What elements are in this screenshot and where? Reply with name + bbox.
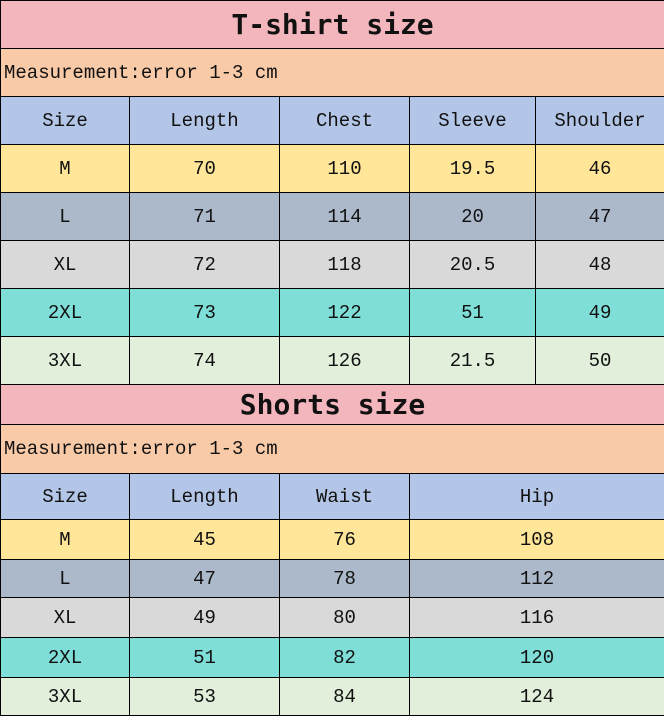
table-cell: L bbox=[1, 193, 130, 241]
table-cell: 50 bbox=[536, 337, 664, 385]
table-cell: 2XL bbox=[1, 638, 130, 678]
table-cell: M bbox=[1, 145, 130, 193]
column-header: Waist bbox=[280, 474, 410, 520]
table-cell: XL bbox=[1, 241, 130, 289]
tshirt-note: Measurement:error 1-3 cm bbox=[1, 49, 664, 97]
table-cell: 48 bbox=[536, 241, 664, 289]
column-header: Shoulder bbox=[536, 97, 664, 145]
table-cell: 70 bbox=[130, 145, 280, 193]
table-cell: 71 bbox=[130, 193, 280, 241]
table-cell: 3XL bbox=[1, 337, 130, 385]
table-cell: 82 bbox=[280, 638, 410, 678]
table-cell: 73 bbox=[130, 289, 280, 337]
table-cell: 116 bbox=[410, 598, 664, 638]
table-cell: 21.5 bbox=[410, 337, 536, 385]
table-cell: XL bbox=[1, 598, 130, 638]
table-cell: 46 bbox=[536, 145, 664, 193]
table-cell: 45 bbox=[130, 520, 280, 560]
table-cell: 122 bbox=[280, 289, 410, 337]
table-cell: 47 bbox=[130, 560, 280, 598]
table-cell: 49 bbox=[130, 598, 280, 638]
table-cell: 78 bbox=[280, 560, 410, 598]
table-cell: L bbox=[1, 560, 130, 598]
table-cell: 74 bbox=[130, 337, 280, 385]
table-cell: 120 bbox=[410, 638, 664, 678]
table-cell: 20 bbox=[410, 193, 536, 241]
table-cell: 19.5 bbox=[410, 145, 536, 193]
shorts-size-table: Shorts size Measurement:error 1-3 cm Siz… bbox=[0, 384, 664, 716]
tshirt-size-table: T-shirt size Measurement:error 1-3 cm Si… bbox=[0, 0, 664, 385]
table-cell: 108 bbox=[410, 520, 664, 560]
table-cell: 110 bbox=[280, 145, 410, 193]
table-cell: 112 bbox=[410, 560, 664, 598]
table-cell: 126 bbox=[280, 337, 410, 385]
table-cell: 53 bbox=[130, 678, 280, 716]
table-cell: 47 bbox=[536, 193, 664, 241]
table-cell: 51 bbox=[410, 289, 536, 337]
table-cell: 114 bbox=[280, 193, 410, 241]
table-cell: 80 bbox=[280, 598, 410, 638]
table-cell: M bbox=[1, 520, 130, 560]
column-header: Length bbox=[130, 474, 280, 520]
tshirt-title: T-shirt size bbox=[1, 1, 664, 49]
column-header: Size bbox=[1, 474, 130, 520]
table-cell: 51 bbox=[130, 638, 280, 678]
table-cell: 2XL bbox=[1, 289, 130, 337]
shorts-note: Measurement:error 1-3 cm bbox=[1, 425, 664, 474]
table-cell: 84 bbox=[280, 678, 410, 716]
column-header: Length bbox=[130, 97, 280, 145]
table-cell: 20.5 bbox=[410, 241, 536, 289]
column-header: Hip bbox=[410, 474, 664, 520]
column-header: Chest bbox=[280, 97, 410, 145]
column-header: Sleeve bbox=[410, 97, 536, 145]
column-header: Size bbox=[1, 97, 130, 145]
table-cell: 118 bbox=[280, 241, 410, 289]
table-cell: 72 bbox=[130, 241, 280, 289]
table-cell: 124 bbox=[410, 678, 664, 716]
table-cell: 49 bbox=[536, 289, 664, 337]
shorts-title: Shorts size bbox=[1, 385, 664, 425]
table-cell: 76 bbox=[280, 520, 410, 560]
table-cell: 3XL bbox=[1, 678, 130, 716]
